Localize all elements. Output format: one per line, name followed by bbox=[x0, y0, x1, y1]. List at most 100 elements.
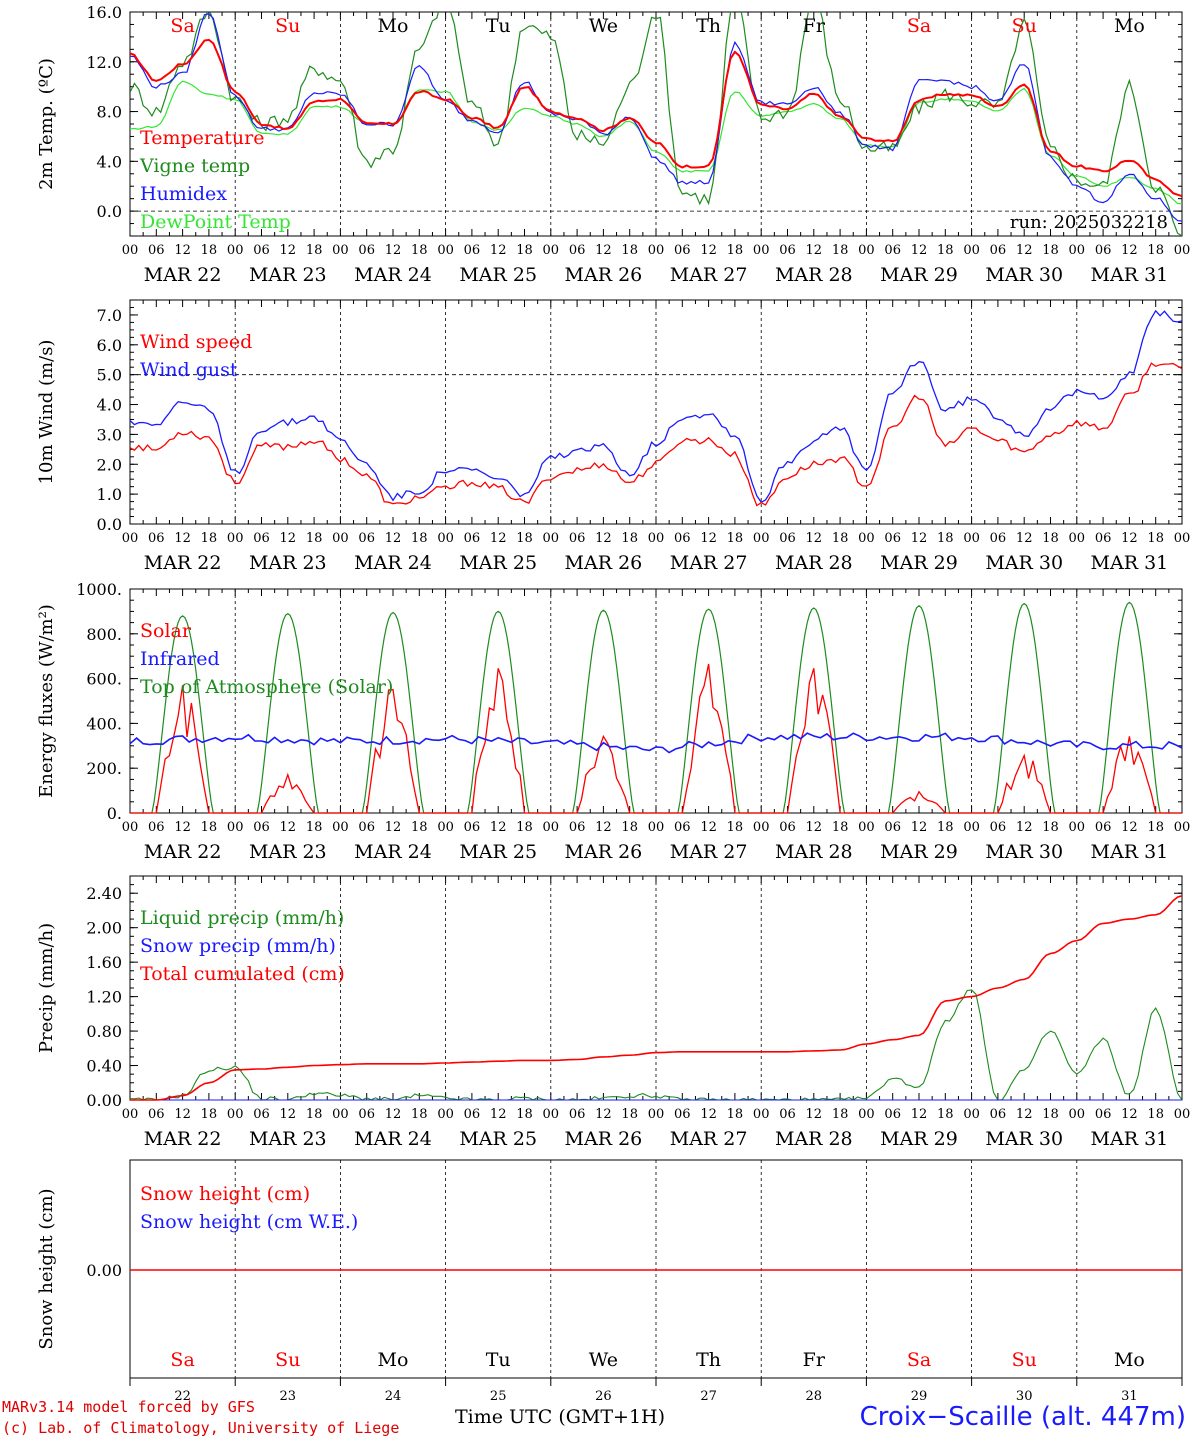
y-tick-label: 4.0 bbox=[97, 152, 122, 171]
hour-tick-label: 00 bbox=[543, 820, 560, 835]
hour-tick-label: 18 bbox=[937, 531, 954, 546]
date-label: MAR 27 bbox=[670, 1128, 748, 1150]
date-label: MAR 30 bbox=[985, 1128, 1063, 1150]
hour-tick-label: 12 bbox=[280, 1107, 297, 1122]
weekday-label: Th bbox=[696, 1349, 721, 1371]
hour-tick-label: 00 bbox=[1069, 1107, 1086, 1122]
y-tick-label: 8.0 bbox=[97, 103, 122, 122]
hour-tick-label: 18 bbox=[411, 1107, 428, 1122]
hour-tick-label: 06 bbox=[884, 243, 901, 258]
model-credit: MARv3.14 model forced by GFS bbox=[2, 1398, 255, 1416]
hour-tick-label: 00 bbox=[543, 531, 560, 546]
day-number-label: 26 bbox=[595, 1389, 612, 1404]
weekday-label: We bbox=[589, 1349, 618, 1371]
lab-credit: (c) Lab. of Climatology, University of L… bbox=[2, 1419, 400, 1437]
legend-entry: Temperature bbox=[140, 127, 264, 149]
date-label: MAR 23 bbox=[249, 552, 327, 574]
hour-tick-label: 12 bbox=[490, 1107, 507, 1122]
hour-tick-label: 18 bbox=[306, 531, 323, 546]
hour-tick-label: 06 bbox=[884, 820, 901, 835]
hour-tick-label: 00 bbox=[858, 243, 875, 258]
y-tick-label: 4.0 bbox=[97, 396, 122, 415]
hour-tick-label: 18 bbox=[1147, 243, 1164, 258]
hour-tick-label: 00 bbox=[332, 531, 349, 546]
date-label: MAR 24 bbox=[354, 1128, 432, 1150]
date-label: MAR 30 bbox=[985, 264, 1063, 286]
weekday-label: We bbox=[589, 15, 618, 37]
hour-tick-label: 00 bbox=[858, 820, 875, 835]
hour-tick-label: 12 bbox=[490, 531, 507, 546]
legend-entry: Top of Atmosphere (Solar) bbox=[140, 676, 393, 698]
hour-tick-label: 18 bbox=[306, 243, 323, 258]
date-label: MAR 31 bbox=[1091, 841, 1169, 863]
hour-tick-label: 00 bbox=[1174, 531, 1191, 546]
y-tick-label: 0.80 bbox=[86, 1022, 122, 1041]
hour-tick-label: 06 bbox=[990, 531, 1007, 546]
legend-entry: Humidex bbox=[140, 183, 227, 205]
hour-tick-label: 00 bbox=[227, 820, 244, 835]
y-tick-label: 7.0 bbox=[97, 306, 122, 325]
weekday-label: Sa bbox=[170, 1349, 194, 1371]
legend-entry: DewPoint Temp bbox=[140, 211, 291, 233]
y-tick-label: 1000. bbox=[76, 580, 122, 599]
weekday-label: Th bbox=[696, 15, 721, 37]
hour-tick-label: 00 bbox=[963, 1107, 980, 1122]
hour-tick-label: 18 bbox=[1042, 531, 1059, 546]
date-label: MAR 24 bbox=[354, 552, 432, 574]
date-label: MAR 22 bbox=[144, 1128, 222, 1150]
hour-tick-label: 12 bbox=[490, 243, 507, 258]
hour-tick-label: 06 bbox=[253, 820, 270, 835]
hour-tick-label: 06 bbox=[358, 1107, 375, 1122]
hour-tick-label: 18 bbox=[201, 820, 218, 835]
hour-tick-label: 00 bbox=[1069, 531, 1086, 546]
y-axis-title: 10m Wind (m/s) bbox=[36, 340, 57, 485]
date-label: MAR 24 bbox=[354, 264, 432, 286]
date-label: MAR 25 bbox=[459, 552, 537, 574]
hour-tick-label: 06 bbox=[779, 531, 796, 546]
hour-tick-label: 00 bbox=[753, 820, 770, 835]
hour-tick-label: 00 bbox=[648, 243, 665, 258]
y-tick-label: 0.40 bbox=[86, 1057, 122, 1076]
date-label: MAR 29 bbox=[880, 552, 958, 574]
hour-tick-label: 12 bbox=[911, 531, 928, 546]
hour-tick-label: 18 bbox=[1147, 820, 1164, 835]
hour-tick-label: 00 bbox=[648, 531, 665, 546]
hour-tick-label: 18 bbox=[727, 243, 744, 258]
date-label: MAR 31 bbox=[1091, 264, 1169, 286]
weekday-label: Tu bbox=[486, 1349, 511, 1371]
hour-tick-label: 00 bbox=[1174, 243, 1191, 258]
weekday-label: Su bbox=[1012, 1349, 1037, 1371]
hour-tick-label: 00 bbox=[332, 1107, 349, 1122]
hour-tick-label: 18 bbox=[1042, 243, 1059, 258]
hour-tick-label: 12 bbox=[806, 1107, 823, 1122]
hour-tick-label: 12 bbox=[174, 820, 191, 835]
legend-entry: Vigne temp bbox=[139, 155, 250, 177]
series-line-liquid-precip bbox=[129, 989, 1183, 1101]
hour-tick-label: 18 bbox=[411, 243, 428, 258]
hour-tick-label: 12 bbox=[174, 243, 191, 258]
hour-tick-label: 12 bbox=[1121, 243, 1138, 258]
hour-tick-label: 06 bbox=[1095, 1107, 1112, 1122]
hour-tick-label: 12 bbox=[700, 531, 717, 546]
hour-tick-label: 18 bbox=[516, 531, 533, 546]
hour-tick-label: 00 bbox=[122, 531, 139, 546]
hour-tick-label: 06 bbox=[569, 531, 586, 546]
y-axis-title: Precip (mm/h) bbox=[36, 923, 57, 1053]
hour-tick-label: 12 bbox=[595, 1107, 612, 1122]
date-label: MAR 24 bbox=[354, 841, 432, 863]
hour-tick-label: 12 bbox=[700, 1107, 717, 1122]
hour-tick-label: 00 bbox=[753, 1107, 770, 1122]
hour-tick-label: 00 bbox=[122, 243, 139, 258]
hour-tick-label: 00 bbox=[543, 1107, 560, 1122]
weekday-label: Mo bbox=[378, 1349, 409, 1371]
hour-tick-label: 18 bbox=[727, 1107, 744, 1122]
series-line-solar bbox=[130, 663, 1182, 814]
hour-tick-label: 18 bbox=[832, 243, 849, 258]
x-axis-label: Time UTC (GMT+1H) bbox=[455, 1406, 666, 1428]
date-label: MAR 29 bbox=[880, 264, 958, 286]
y-tick-label: 1.20 bbox=[86, 988, 122, 1007]
hour-tick-label: 00 bbox=[648, 1107, 665, 1122]
hour-tick-label: 00 bbox=[437, 243, 454, 258]
weekday-label: Fr bbox=[803, 15, 826, 37]
